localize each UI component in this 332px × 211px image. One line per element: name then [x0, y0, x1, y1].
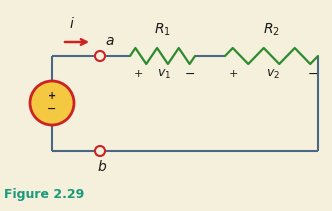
Text: +: + [228, 69, 238, 79]
Text: $v_2$: $v_2$ [267, 68, 281, 81]
Text: $R_2$: $R_2$ [263, 22, 280, 38]
Text: +: + [48, 91, 56, 101]
Text: $v$: $v$ [33, 94, 43, 108]
Text: $b$: $b$ [97, 159, 107, 174]
Text: −: − [185, 68, 195, 81]
Text: $i$: $i$ [69, 16, 75, 31]
Text: +: + [133, 69, 143, 79]
Circle shape [30, 81, 74, 125]
Text: −: − [308, 68, 318, 81]
Text: Figure 2.29: Figure 2.29 [4, 188, 84, 201]
Circle shape [95, 146, 105, 156]
Text: $v_1$: $v_1$ [157, 68, 172, 81]
Circle shape [95, 51, 105, 61]
Text: $a$: $a$ [105, 34, 115, 48]
Text: $R_1$: $R_1$ [154, 22, 171, 38]
Text: −: − [47, 104, 57, 114]
